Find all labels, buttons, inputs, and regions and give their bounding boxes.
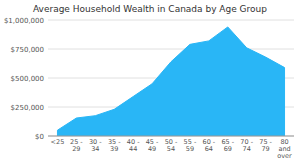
grid-line [48, 49, 294, 50]
y-tick-label: $750,000 [11, 46, 44, 54]
x-tick-label: 30 -34 [89, 138, 102, 153]
x-tick-label: 50 -54 [165, 138, 178, 153]
x-tick-label: 75 -79 [259, 138, 272, 153]
chart-container: Average Household Wealth in Canada by Ag… [0, 0, 300, 168]
x-tick-label: 70 -74 [240, 138, 253, 153]
x-axis-line [48, 136, 294, 137]
grid-line [48, 20, 294, 21]
x-tick-label-line: 49 [148, 145, 156, 153]
grid-line [48, 136, 294, 137]
x-tick-label: 60 -64 [203, 138, 216, 153]
x-tick-label-line: <25 [51, 138, 65, 146]
x-tick-label-line: over [277, 152, 292, 160]
y-tick-label: $0 [35, 133, 44, 141]
y-tick-label: $250,000 [11, 104, 44, 112]
x-tick-label: 45 -49 [146, 138, 159, 153]
x-tick-label: 25 -29 [70, 138, 83, 153]
x-tick-label: 65 -69 [221, 138, 234, 153]
x-tick-label-line: 34 [91, 145, 99, 153]
plot-area [57, 27, 284, 136]
x-tick-label-line: 29 [72, 145, 80, 153]
y-tick-label: $500,000 [11, 75, 44, 83]
area [57, 27, 284, 136]
x-tick-label-line: 54 [167, 145, 175, 153]
x-tick-label-line: 69 [224, 145, 232, 153]
title: Average Household Wealth in Canada by Ag… [33, 4, 267, 14]
x-tick-label-line: 74 [243, 145, 251, 153]
x-tick-label: 40 -44 [127, 138, 140, 153]
x-tick-label-line: 59 [186, 145, 194, 153]
x-tick-label-line: 39 [110, 145, 118, 153]
x-tick-label-line: 79 [261, 145, 269, 153]
x-tick-label-line: 64 [205, 145, 213, 153]
x-tick-label: 80andover [277, 138, 292, 160]
chart-svg: Average Household Wealth in Canada by Ag… [0, 0, 300, 168]
x-tick-label-line: 44 [129, 145, 137, 153]
x-tick-label: 35 -39 [108, 138, 121, 153]
x-tick-label: 55 -59 [184, 138, 197, 153]
y-tick-label: $1,000,000 [4, 17, 44, 25]
x-tick-label: <25 [51, 138, 65, 146]
